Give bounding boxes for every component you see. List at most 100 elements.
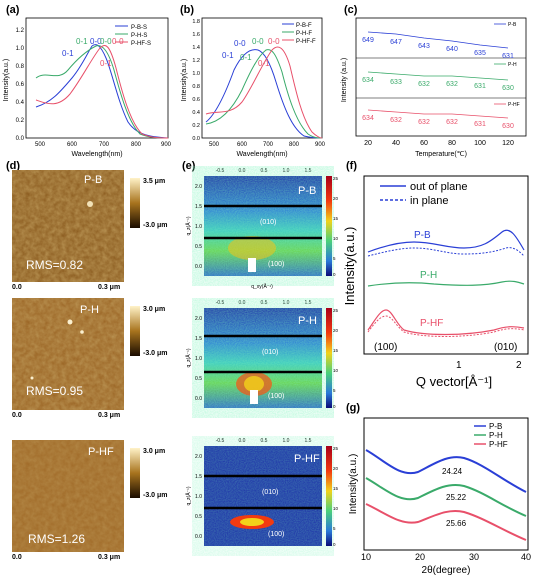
afm-scale-bottom: -3.0 μm: [143, 222, 168, 229]
giwaxs-cbar-tick: 5: [333, 526, 336, 531]
giwaxs-qztick: 0.5: [195, 376, 202, 382]
panel-b-xtick: 500: [209, 142, 220, 148]
panel-c-xtick: 80: [448, 140, 456, 147]
panel-a-xtick: 600: [67, 142, 78, 148]
panel-g-legend-0: P-B: [489, 422, 502, 431]
giwaxs-cbar-tick: 0: [333, 542, 336, 547]
giwaxs-cbar-tick: 20: [333, 328, 339, 333]
panel-a-ann2: 0-1: [76, 37, 88, 46]
afm-scale-top: 3.0 μm: [143, 448, 166, 455]
giwaxs-tag: P-HF: [294, 453, 320, 465]
panel-c-label: (c): [344, 4, 358, 16]
giwaxs-qztick: 1.0: [195, 494, 202, 500]
giwaxs-xlabel: q_xy(Å⁻¹): [251, 283, 273, 290]
panel-c-value: 634: [362, 115, 374, 122]
panel-e-label: (e): [182, 160, 196, 172]
afm-image-pb: P-B RMS=0.82 3.5 μm -3.0 μm 0.0 0.3 μm: [12, 170, 182, 310]
panel-g-xtick: 20: [415, 552, 425, 562]
giwaxs-tag: P-H: [298, 315, 317, 327]
giwaxs-qtick: 0.5: [261, 438, 268, 444]
panel-c-xtick: 60: [420, 140, 428, 147]
panel-a-ann3: 0-0: [90, 37, 102, 46]
afm-scale-bottom: -3.0 μm: [143, 492, 168, 499]
afm-scale-top: 3.5 μm: [143, 178, 166, 185]
panel-c-xlabel: Temperature(℃): [415, 151, 467, 158]
panel-b-ann2: 0-0: [234, 39, 246, 48]
panel-f-series-label: P-H: [420, 270, 437, 281]
panel-b-xtick: 600: [237, 142, 248, 148]
panel-a-ylabel: Intensity(a.u.): [3, 59, 10, 101]
panel-f-series-label: P-HF: [420, 318, 443, 329]
giwaxs-qztick: 1.5: [195, 474, 202, 480]
panel-c-xtick: 40: [392, 140, 400, 147]
panel-g-xtick: 30: [469, 552, 479, 562]
panel-f-peak-label: (100): [374, 342, 397, 353]
panel-f-legend-0: out of plane: [410, 181, 468, 193]
giwaxs-qztick: 0.5: [195, 514, 202, 520]
panel-a-xlabel: Wavelength(nm): [71, 151, 122, 158]
panel-c-xtick: 120: [502, 140, 514, 147]
giwaxs-peak: (100): [268, 261, 284, 268]
giwaxs-qtick: 0.5: [261, 168, 268, 174]
afm-tag: P-B: [84, 174, 103, 186]
afm-x1: 0.3 μm: [98, 554, 121, 561]
giwaxs-qtick: 0.0: [239, 438, 246, 444]
giwaxs-peak: (010): [260, 219, 276, 226]
panel-a-xtick: 800: [131, 142, 142, 148]
giwaxs-qztick: 2.0: [195, 184, 202, 190]
panel-f-xtick: 2: [516, 360, 522, 371]
panel-f-label: (f): [346, 160, 357, 172]
panel-c-legend-1: P-H: [508, 62, 517, 68]
panel-b-xtick: 700: [263, 142, 274, 148]
panel-b-ytick: 0.4: [192, 110, 200, 116]
giwaxs-qztick: 2.0: [195, 316, 202, 322]
giwaxs-qztick: 1.5: [195, 204, 202, 210]
giwaxs-qztick: 0.0: [195, 396, 202, 402]
giwaxs-qtick: 0.0: [239, 300, 246, 306]
panel-a-ytick: 0.8: [16, 64, 25, 70]
panel-c-value: 632: [390, 117, 402, 124]
panel-a-ytick: 1.0: [16, 46, 25, 52]
panel-b-ann6: 0-1: [258, 59, 270, 68]
giwaxs-cbar-tick: 0: [333, 404, 336, 409]
giwaxs-peak: (010): [262, 349, 278, 356]
panel-g-chart: 24.24 25.22 25.66 P-B P-H P-HF 10 20 30 …: [348, 417, 531, 576]
panel-b-xtick: 900: [315, 142, 326, 148]
panel-a-legend-0: P-B-S: [131, 25, 147, 31]
panel-c-value: 630: [502, 85, 514, 92]
panel-c-xtick: 20: [364, 140, 372, 147]
panel-b-ytick: 1.6: [192, 32, 200, 38]
giwaxs-tag: P-B: [298, 185, 316, 197]
panel-a-chart: 0-1 0-1 0-0 0-0 0-0 0-1 P-B-S P-H-S P-HF…: [3, 17, 172, 158]
panel-c-value: 643: [418, 43, 430, 50]
afm-x0: 0.0: [12, 554, 22, 561]
giwaxs-cbar-tick: 25: [333, 446, 339, 451]
panel-c-legend-0: P-B: [508, 22, 517, 28]
giwaxs-cbar-tick: 25: [333, 308, 339, 313]
giwaxs-qztick: 1.0: [195, 356, 202, 362]
afm-scale-bottom: -3.0 μm: [143, 350, 168, 357]
panel-a-xtick: 700: [99, 142, 110, 148]
panel-c-value: 631: [502, 53, 514, 60]
afm-x1: 0.3 μm: [98, 412, 121, 419]
panel-g-peak: 25.22: [446, 493, 467, 502]
panel-c-xtick: 100: [474, 140, 486, 147]
giwaxs-qtick: 1.5: [305, 168, 312, 174]
giwaxs-cbar-tick: 10: [333, 506, 339, 511]
panel-g-legend-1: P-H: [489, 431, 503, 440]
panel-a-label: (a): [6, 4, 20, 16]
giwaxs-peak: (010): [262, 489, 278, 496]
giwaxs-peak: (100): [268, 393, 284, 400]
giwaxs-image-pb: -0.5 0.0 0.5 1.0 1.5 P-B (010) (100) 2.0…: [185, 168, 339, 290]
panel-a-xtick: 900: [161, 142, 172, 148]
giwaxs-qtick: 0.5: [261, 300, 268, 306]
panel-f-xlabel: Q vector[Å⁻¹]: [416, 374, 492, 389]
giwaxs-cbar-tick: 15: [333, 486, 339, 491]
panel-a-xtick: 500: [35, 142, 46, 148]
giwaxs-cbar-tick: 0: [333, 272, 336, 277]
panel-f-xtick: 1: [456, 360, 462, 371]
afm-tag: P-H: [80, 304, 99, 316]
giwaxs-cbar-tick: 5: [333, 256, 336, 261]
panel-c-ylabel: Intensity (a.u.): [341, 58, 348, 102]
panel-f-ylabel: Intensity(a.u.): [342, 227, 357, 306]
